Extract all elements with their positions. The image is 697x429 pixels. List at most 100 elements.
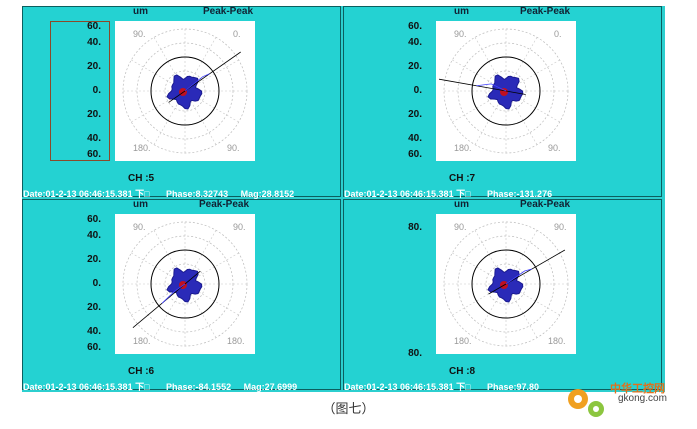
grid-spoke	[473, 35, 507, 92]
phase-text: Phase:8.32743	[166, 189, 229, 199]
angle-label: 0.	[233, 29, 241, 39]
unit-label: um	[133, 199, 148, 210]
trend-trace	[505, 268, 533, 285]
angle-label: 90.	[233, 222, 246, 232]
mag-text: Mag:27.6999	[243, 382, 298, 392]
y-tick-labels: 60. 40. 20. 0. 20. 40. 60.	[87, 214, 101, 353]
grid-spoke	[505, 35, 539, 92]
phase-vector-line	[438, 78, 526, 95]
grid-spoke	[129, 90, 186, 124]
grid-spoke	[184, 58, 241, 92]
figure-caption: （图七）	[322, 402, 375, 417]
footer-status: Date:01-2-13 06:46:15.381 下□ Phase:8.327…	[23, 187, 294, 200]
polar-plot-svg: 90. 90. 180. 180.	[121, 220, 249, 348]
phase-vector-line	[168, 51, 241, 103]
unit-label: um	[133, 6, 148, 17]
watermark-logo: 中华工控网 gkong.com	[560, 375, 697, 429]
grid-spoke	[184, 251, 241, 285]
polar-plot: 90. 0. 180. 90.	[115, 21, 255, 161]
grid-spoke	[129, 283, 186, 317]
phase-text: Phase:97.80	[487, 382, 540, 392]
vibration-display: um Peak-Peak 60. 40. 20. 0. 20. 40. 60. …	[22, 6, 665, 392]
grid-spoke	[505, 58, 562, 92]
y-tick-labels: 60. 40. 20. 0. 20. 40. 60.	[408, 21, 422, 160]
grid-spoke	[184, 283, 218, 340]
grid-spoke	[184, 90, 218, 147]
mode-label: Peak-Peak	[203, 6, 254, 17]
polar-plot: 90. 0. 180. 90.	[436, 21, 576, 161]
grid-spoke	[152, 283, 186, 340]
unit-label: um	[454, 199, 469, 210]
polar-panel-ch5: um Peak-Peak 60. 40. 20. 0. 20. 40. 60. …	[22, 6, 341, 200]
date-text: Date:01-2-13 06:46:15.381 下□	[23, 189, 150, 199]
mode-label: Peak-Peak	[199, 199, 250, 210]
phase-text: Phase:-131.276	[487, 189, 553, 199]
grid-spoke	[505, 90, 539, 147]
axis-box	[50, 21, 110, 161]
grid-spoke	[184, 90, 241, 124]
watermark-url: gkong.com	[618, 393, 667, 404]
polar-plot: 90. 90. 180. 180.	[115, 214, 255, 354]
footer-status: Date:01-2-13 06:46:15.381 下□ Phase:-84.1…	[23, 380, 297, 393]
channel-label: CH :5	[128, 173, 155, 184]
polar-panel-ch8: um Peak-Peak 80. 80. 90. 90. 180. 180. CH :…	[343, 199, 662, 393]
polar-panel-ch6: um Peak-Peak 60. 40. 20. 0. 20. 40. 60. …	[22, 199, 341, 393]
angle-label: 90.	[554, 222, 567, 232]
date-text: Date:01-2-13 06:46:15.381 下□	[344, 382, 471, 392]
polar-plot-svg: 90. 0. 180. 90.	[121, 27, 249, 155]
grid-spoke	[473, 283, 507, 340]
channel-label: CH :7	[449, 173, 476, 184]
grid-spoke	[152, 90, 186, 147]
trend-trace	[161, 283, 186, 304]
angle-label: 180.	[227, 336, 245, 346]
angle-label: 0.	[554, 29, 562, 39]
angle-label: 180.	[133, 143, 151, 153]
orbit-core	[500, 88, 508, 96]
angle-label: 90.	[548, 143, 561, 153]
polar-panel-ch7: um Peak-Peak 60. 40. 20. 0. 20. 40. 60. …	[343, 6, 662, 200]
gear-icon	[568, 389, 604, 417]
angle-label: 180.	[454, 143, 472, 153]
polar-plot-svg: 90. 0. 180. 90.	[438, 27, 570, 155]
alarm-circle	[471, 249, 541, 319]
y-tick-labels: 80. 80.	[408, 222, 422, 359]
alarm-circle	[471, 56, 541, 126]
footer-status: Date:01-2-13 06:46:15.381 下□ Phase:-131.…	[344, 187, 562, 200]
grid-spoke	[473, 90, 507, 147]
angle-label: 90.	[454, 222, 467, 232]
angle-label: 180.	[548, 336, 566, 346]
alarm-circle	[150, 56, 220, 126]
mode-label: Peak-Peak	[520, 6, 571, 17]
unit-label: um	[454, 6, 469, 17]
date-text: Date:01-2-13 06:46:15.381 下□	[23, 382, 150, 392]
angle-label: 90.	[133, 29, 146, 39]
channel-label: CH :8	[449, 366, 476, 377]
grid-spoke	[505, 283, 539, 340]
trend-trace	[184, 73, 210, 92]
angle-label: 180.	[133, 336, 151, 346]
phase-vector-line	[488, 249, 566, 295]
grid-spoke	[505, 90, 562, 124]
grid-spoke	[184, 35, 218, 92]
y-tick-labels: 60. 40. 20. 0. 20. 40. 60.	[87, 21, 101, 160]
footer-status: Date:01-2-13 06:46:15.381 下□ Phase:97.80	[344, 380, 549, 393]
angle-label: 180.	[454, 336, 472, 346]
grid-spoke	[129, 58, 186, 92]
channel-label: CH :6	[128, 366, 155, 377]
mag-text: Mag:28.8152	[240, 189, 295, 199]
angle-label: 90.	[227, 143, 240, 153]
mode-label: Peak-Peak	[520, 199, 571, 210]
polar-plot: 90. 90. 180. 180.	[436, 214, 576, 354]
grid-spoke	[152, 35, 186, 92]
phase-text: Phase:-84.1552	[166, 382, 232, 392]
watermark-title: 中华工控网	[610, 382, 665, 395]
phase-vector-line	[132, 270, 201, 329]
grid-spoke	[184, 283, 241, 317]
angle-label: 90.	[133, 222, 146, 232]
angle-label: 90.	[454, 29, 467, 39]
date-text: Date:01-2-13 06:46:15.381 下□	[344, 189, 471, 199]
grid-spoke	[505, 283, 562, 317]
polar-plot-svg: 90. 90. 180. 180.	[442, 220, 570, 348]
grid-spoke	[129, 251, 186, 285]
alarm-circle	[150, 249, 220, 319]
